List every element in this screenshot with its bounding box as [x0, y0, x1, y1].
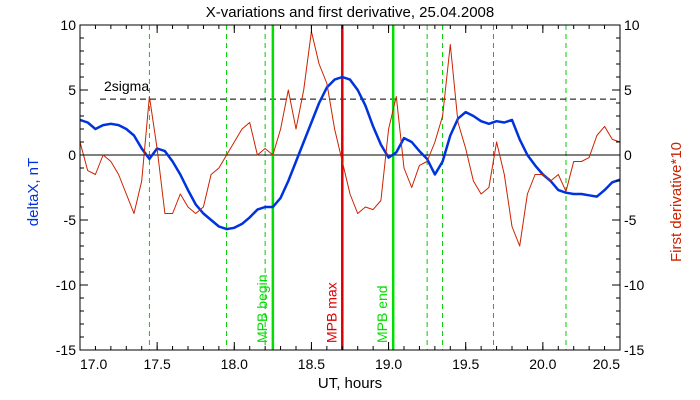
y-right-tick-label: -15: [624, 342, 644, 358]
y-right-tick-label: 5: [624, 82, 632, 98]
x-tick-label: 19.0: [375, 356, 402, 372]
x-tick-label: 17.5: [144, 356, 171, 372]
x-tick-label: 20.5: [593, 356, 620, 372]
sigma-label: 2sigma: [104, 78, 149, 94]
x-tick-label: 18.5: [298, 356, 325, 372]
x-tick-label: 19.5: [452, 356, 479, 372]
mpb-marker-label: MPB max: [323, 282, 339, 343]
y-left-tick-label: 5: [68, 82, 76, 98]
chart-title: X-variations and first derivative, 25.04…: [206, 4, 495, 21]
plot-frame: [79, 24, 621, 351]
y-right-tick-label: -5: [624, 212, 637, 228]
derivative-series-line: [79, 31, 621, 247]
x-tick-label: 20.0: [529, 356, 556, 372]
y-right-tick-label: 0: [624, 147, 632, 163]
y-left-tick-label: 0: [68, 147, 76, 163]
y-left-tick-label: 10: [60, 17, 76, 33]
y-axis-left-label: deltaX, nT: [25, 158, 42, 226]
x-tick-label: 17.0: [80, 356, 107, 372]
x-axis-label: UT, hours: [318, 375, 382, 392]
y-left-tick-label: -15: [56, 342, 76, 358]
plot-area: MPB begin MPB max MPB end: [79, 25, 621, 350]
mpb-marker-label: MPB begin: [254, 275, 270, 343]
mpb-marker-label: MPB end: [374, 285, 390, 343]
y-right-tick-label: 10: [624, 17, 640, 33]
deltax-series-line: [79, 75, 621, 231]
y-axis-right-label: First derivative*10: [668, 142, 685, 262]
x-axis: 17.0 17.5 18.0 18.5 19.0 19.5 20.0 20.5: [79, 25, 621, 372]
y-axis-right: 10 5 0 -5 -10 -15: [612, 17, 644, 358]
y-right-tick-label: -10: [624, 277, 644, 293]
y-left-tick-label: -5: [64, 212, 77, 228]
x-tick-label: 18.0: [221, 356, 248, 372]
y-left-tick-label: -10: [56, 277, 76, 293]
y-axis-left: 10 5 0 -5 -10 -15: [56, 17, 88, 358]
